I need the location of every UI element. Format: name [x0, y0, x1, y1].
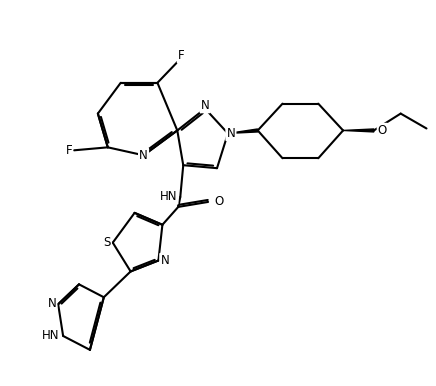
Text: F: F — [65, 144, 72, 157]
Text: HN: HN — [160, 190, 177, 203]
Text: N: N — [227, 127, 235, 140]
Text: O: O — [378, 124, 387, 137]
Text: F: F — [178, 49, 184, 63]
Text: N: N — [48, 297, 56, 310]
Polygon shape — [228, 129, 258, 134]
Text: S: S — [103, 236, 111, 249]
Text: N: N — [201, 99, 209, 112]
Text: N: N — [160, 254, 169, 267]
Text: HN: HN — [42, 330, 59, 342]
Text: O: O — [214, 195, 223, 208]
Text: N: N — [139, 149, 148, 162]
Polygon shape — [343, 129, 374, 132]
